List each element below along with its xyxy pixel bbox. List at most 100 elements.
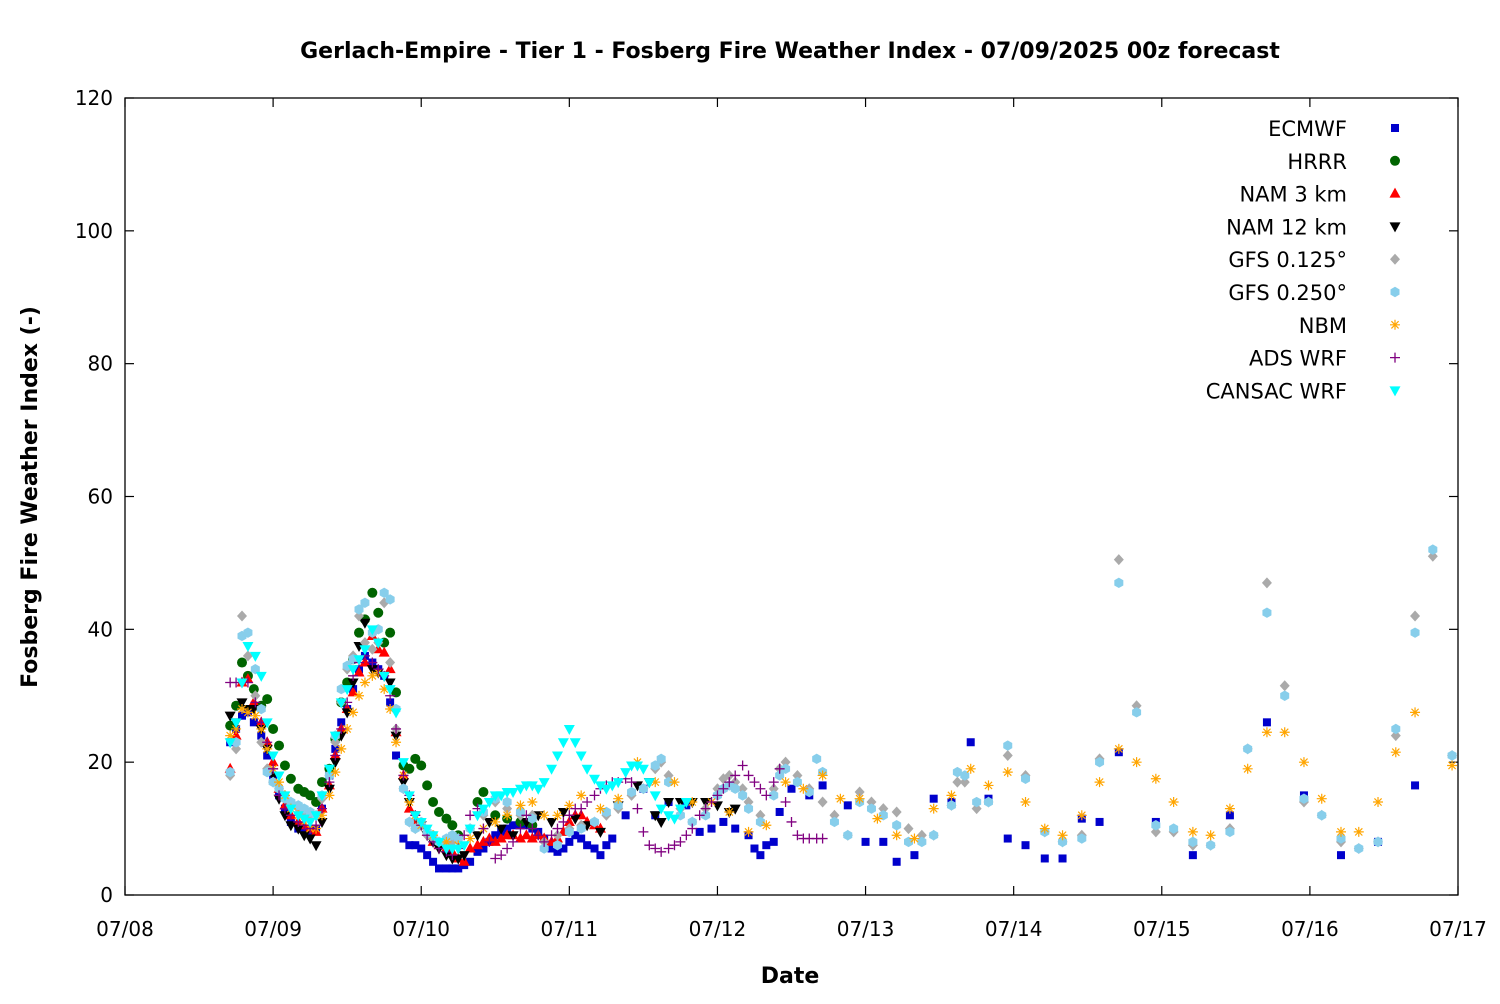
data-point — [502, 803, 513, 815]
data-point — [397, 778, 409, 789]
data-point — [1390, 747, 1401, 758]
data-point — [707, 824, 716, 833]
data-point — [286, 796, 296, 808]
data-point — [872, 813, 883, 824]
data-point — [781, 763, 791, 775]
data-point — [390, 731, 402, 742]
data-point — [256, 736, 267, 748]
data-point — [613, 793, 624, 804]
data-point — [373, 607, 384, 618]
data-point — [632, 803, 643, 814]
data-point — [612, 778, 624, 789]
data-point — [687, 816, 697, 828]
data-point — [1131, 700, 1142, 712]
data-point — [236, 678, 248, 689]
data-point — [250, 697, 261, 708]
data-point — [1373, 836, 1383, 848]
data-point — [298, 831, 310, 842]
data-point — [1094, 777, 1105, 788]
data-point — [1095, 817, 1104, 826]
data-point — [279, 811, 291, 822]
data-point — [595, 803, 606, 814]
data-point — [983, 780, 994, 791]
data-point — [694, 810, 705, 821]
data-point — [891, 806, 902, 818]
data-point — [564, 810, 575, 821]
data-point — [507, 831, 519, 842]
y-tick-label: 100 — [75, 219, 113, 243]
data-point — [750, 844, 759, 853]
data-point — [1298, 757, 1309, 768]
data-point — [341, 708, 353, 719]
data-point — [730, 783, 740, 794]
data-point — [581, 764, 593, 775]
data-point — [718, 783, 729, 794]
data-point — [1280, 690, 1290, 701]
data-point — [571, 831, 580, 840]
data-point — [1447, 750, 1457, 761]
data-point — [527, 823, 538, 834]
data-point — [347, 686, 359, 697]
data-point — [590, 816, 600, 828]
data-point — [576, 823, 586, 834]
data-point — [878, 810, 888, 821]
data-point — [675, 836, 686, 847]
data-point — [465, 833, 476, 844]
data-point — [433, 806, 444, 817]
data-point — [563, 724, 575, 735]
data-point — [242, 641, 254, 652]
legend-marker — [1390, 253, 1400, 265]
data-point — [769, 790, 779, 801]
x-tick-label: 07/13 — [837, 917, 895, 941]
data-point — [336, 743, 347, 754]
data-point — [490, 810, 501, 821]
data-point — [472, 839, 484, 850]
data-point — [892, 820, 902, 831]
data-point — [594, 827, 606, 838]
data-point — [552, 839, 562, 851]
data-point — [515, 823, 526, 834]
data-point — [473, 847, 482, 856]
data-point — [817, 796, 828, 808]
data-point — [695, 827, 704, 836]
data-point — [316, 817, 328, 828]
data-point — [502, 843, 513, 854]
data-point — [359, 677, 370, 688]
data-point — [1150, 826, 1161, 838]
data-point — [285, 821, 297, 832]
data-point — [336, 723, 347, 734]
data-point — [458, 841, 470, 852]
data-point — [433, 837, 445, 848]
data-point — [237, 610, 248, 622]
data-point — [1410, 610, 1421, 622]
data-point — [521, 810, 532, 821]
data-point — [719, 817, 728, 826]
data-point — [249, 718, 258, 727]
data-point — [843, 830, 853, 841]
data-point — [397, 758, 409, 769]
legend-marker — [1389, 386, 1401, 397]
data-point — [589, 790, 600, 801]
data-point — [1447, 760, 1458, 771]
x-axis-label: Date — [761, 964, 820, 989]
data-point — [483, 817, 495, 828]
data-point — [1077, 833, 1087, 844]
data-point — [792, 776, 802, 788]
data-point — [1095, 756, 1105, 768]
data-point — [526, 832, 538, 843]
data-point — [477, 835, 489, 846]
data-point — [582, 797, 593, 808]
data-point — [786, 816, 797, 827]
data-point — [663, 769, 674, 781]
data-point — [755, 783, 766, 794]
y-tick-label: 20 — [88, 750, 113, 774]
data-point — [780, 797, 791, 808]
y-tick-label: 120 — [75, 86, 113, 110]
data-point — [817, 833, 828, 844]
data-point — [854, 793, 865, 804]
data-point — [1188, 851, 1197, 860]
data-point — [959, 776, 970, 788]
data-point — [231, 743, 242, 755]
data-point — [966, 738, 975, 747]
